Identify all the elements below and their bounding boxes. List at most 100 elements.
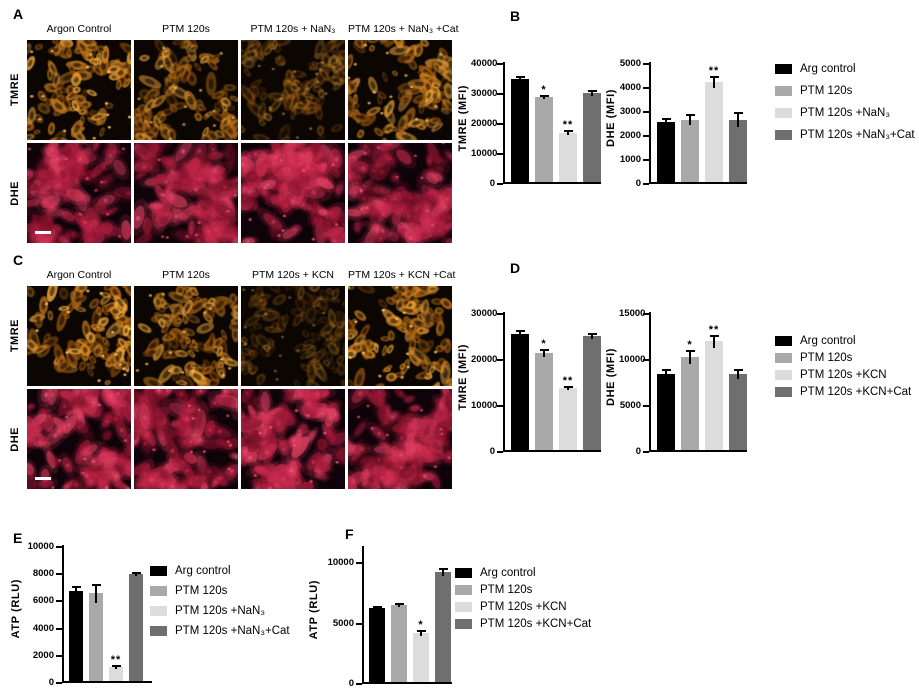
y-tick-label: 8000 xyxy=(32,568,54,580)
error-bar xyxy=(115,664,117,669)
micrograph-canvas xyxy=(27,389,131,489)
micrograph-c-tmre-4 xyxy=(348,286,452,386)
column-header-a4: PTM 120s + NaN₃ +Cat xyxy=(348,23,459,35)
significance-marker: ** xyxy=(562,374,574,387)
y-axis-label-wrap: ATP (RLU) xyxy=(306,538,322,682)
legend-label: PTM 120s xyxy=(175,585,228,597)
y-axis-label-wrap: TMRE (MFI) xyxy=(455,304,471,450)
micrograph-c-tmre-2 xyxy=(134,286,238,386)
y-tick-label: 1000 xyxy=(619,154,641,165)
y-tick-mark xyxy=(497,63,503,65)
row-label-c-dhe: DHE xyxy=(9,426,21,452)
y-tick-label: 10000 xyxy=(619,354,646,365)
legend-item-arg-control: Arg control xyxy=(775,334,911,348)
micrograph-canvas xyxy=(348,389,452,489)
y-tick-label: 10000 xyxy=(27,541,54,552)
bar-arg-control xyxy=(511,333,529,450)
bar-ptm-120s-nan xyxy=(705,82,723,182)
legend-label: PTM 120s +NaN₃+Cat xyxy=(800,129,915,141)
y-tick-label: 5000 xyxy=(619,400,641,411)
bar-ptm-120s xyxy=(89,593,103,681)
error-bar xyxy=(713,334,715,349)
y-tick-mark xyxy=(643,451,649,453)
y-axis-label-wrap: DHE (MFI) xyxy=(603,54,619,182)
micrograph-c-dhe-2 xyxy=(134,389,238,489)
row-label-cell: TMRE xyxy=(6,286,24,386)
bar-ptm-120s-kcn xyxy=(559,387,577,450)
y-tick-label: 20000 xyxy=(471,354,498,365)
chart-row-F: ATP (RLU) 0 5000 10000 * xyxy=(306,538,666,689)
micrograph-canvas xyxy=(134,389,238,489)
y-axis: 0 1000 2000 3000 4000 5000 xyxy=(619,59,649,189)
row-label-cell: DHE xyxy=(6,143,24,243)
error-bar-cap xyxy=(372,606,382,609)
y-tick-mark xyxy=(56,573,62,576)
panel-C: C Argon Control PTM 120s PTM 120s + KCN … xyxy=(6,250,455,489)
legend-label: PTM 120s +KCN xyxy=(480,601,567,613)
y-tick-mark xyxy=(56,654,62,657)
error-bar-cap xyxy=(563,129,573,132)
micrograph-canvas xyxy=(27,40,131,140)
significance-marker: ** xyxy=(708,323,720,336)
error-bar xyxy=(376,606,378,611)
bar-arg-control xyxy=(657,122,675,182)
error-bar xyxy=(567,129,569,136)
significance-marker: * xyxy=(541,83,547,96)
chart-f-atp: ATP (RLU) 0 5000 10000 * xyxy=(306,538,452,689)
grid-corner xyxy=(6,268,24,283)
y-axis-label-wrap: DHE (MFI) xyxy=(603,304,619,450)
y-tick-mark xyxy=(56,600,62,603)
error-bar xyxy=(689,114,691,126)
legend-label: Arg control xyxy=(480,567,536,579)
y-tick-label: 30000 xyxy=(471,308,498,319)
row-label-c-tmre: TMRE xyxy=(9,319,21,353)
grid-corner xyxy=(6,22,24,37)
error-bar xyxy=(737,368,739,379)
bar-arg-control xyxy=(369,608,385,682)
y-tick-label: 0 xyxy=(48,677,54,688)
y-tick-label: 4000 xyxy=(32,622,54,634)
y-tick-mark xyxy=(56,682,62,684)
legend-label: Arg control xyxy=(800,63,856,75)
error-bar xyxy=(665,368,667,379)
legend-item-ptm-120s-nan-cat: PTM 120s +NaN₃+Cat xyxy=(775,128,915,142)
bar-ptm-120s-nan-cat xyxy=(583,92,601,182)
legend-swatch xyxy=(150,626,167,636)
panel-letter-C: C xyxy=(13,252,24,268)
y-tick-mark xyxy=(643,159,649,161)
error-bar-cap xyxy=(539,94,549,97)
legend-label: PTM 120s +KCN+Cat xyxy=(800,386,912,398)
error-bar-cap xyxy=(685,349,695,352)
bar-ptm-120s-kcn xyxy=(705,341,723,450)
column-header-a3: PTM 120s + NaN₃ xyxy=(250,23,336,35)
legend-item-ptm-120s: PTM 120s xyxy=(775,84,915,98)
y-tick-label: 30000 xyxy=(471,88,498,99)
panel-letter-E: E xyxy=(13,530,23,546)
legend-swatch xyxy=(150,606,167,616)
y-tick-mark xyxy=(356,622,362,625)
y-tick-mark xyxy=(56,546,62,548)
micrograph-canvas xyxy=(27,286,131,386)
row-label-cell: DHE xyxy=(6,389,24,489)
panel-letter-D: D xyxy=(510,260,521,276)
error-bar xyxy=(665,118,667,126)
legend-swatch xyxy=(150,586,167,596)
y-tick-label: 2000 xyxy=(619,130,641,141)
error-bar-cap xyxy=(515,76,525,79)
legend-item-ptm-120s-kcn-cat: PTM 120s +KCN+Cat xyxy=(455,617,591,631)
error-bar-cap xyxy=(394,603,404,606)
bar-ptm-120s-nan xyxy=(559,132,577,182)
legend-item-arg-control: Arg control xyxy=(150,564,290,578)
y-tick-mark xyxy=(643,183,649,185)
legend-label: PTM 120s +NaN₃ xyxy=(175,605,266,617)
micrograph-c-tmre-3 xyxy=(241,286,345,386)
error-bar xyxy=(713,76,715,89)
error-bar-cap xyxy=(416,629,426,632)
y-tick-label: 0 xyxy=(635,178,641,189)
error-bar xyxy=(689,349,691,365)
error-bar xyxy=(519,330,521,337)
y-tick-mark xyxy=(497,451,503,453)
y-tick-mark xyxy=(643,63,649,65)
y-tick-label: 0 xyxy=(489,178,495,189)
micrograph-a-dhe-3 xyxy=(241,143,345,243)
